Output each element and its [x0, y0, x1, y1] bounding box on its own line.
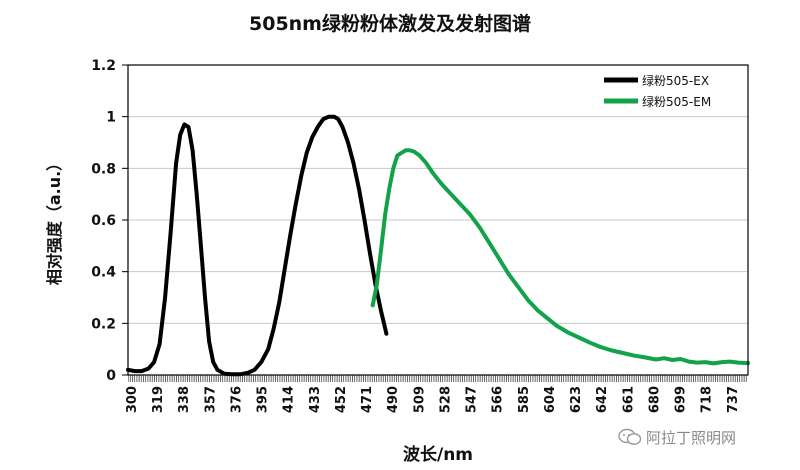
x-tick-label-7: 433	[308, 386, 323, 413]
y-tick-label-1: 0.2	[91, 316, 116, 332]
x-tick-label-19: 661	[621, 386, 636, 413]
x-tick-label-3: 357	[203, 386, 218, 413]
x-tick-label-6: 414	[282, 386, 297, 413]
watermark-text: 阿拉丁照明网	[646, 428, 737, 447]
wechat-icon	[618, 428, 642, 445]
x-tick-label-10: 490	[386, 386, 401, 413]
y-axis-label: 相对强度（a.u.）	[45, 155, 64, 285]
x-tick-label-20: 680	[647, 386, 662, 413]
x-tick-label-16: 604	[543, 386, 558, 413]
x-tick-label-8: 452	[334, 386, 349, 413]
x-axis-label: 波长/nm	[403, 444, 473, 465]
x-tick-label-22: 718	[700, 386, 715, 413]
y-tick-label-2: 0.4	[91, 265, 116, 281]
x-tick-label-23: 737	[726, 386, 741, 413]
legend-label-em: 绿粉505-EM	[642, 94, 711, 109]
x-axis-ticks: 300 319 338 357 376 395 414 433 452 471 490 509 528 5…	[125, 386, 741, 413]
x-tick-label-13: 547	[465, 386, 480, 413]
series-line-em	[370, 148, 750, 366]
x-tick-label-1: 319	[151, 386, 166, 413]
x-tick-label-17: 623	[569, 386, 584, 413]
x-tick-label-5: 395	[256, 386, 271, 413]
x-tick-label-11: 509	[412, 386, 427, 413]
gridlines	[128, 116, 748, 324]
watermark: 阿拉丁照明网	[618, 426, 736, 448]
x-tick-label-9: 471	[360, 386, 375, 413]
x-axis-minor-ticks	[128, 375, 748, 382]
y-tick-label-4: 0.8	[91, 161, 116, 177]
y-tick-label-6: 1.2	[91, 58, 116, 74]
x-tick-label-14: 566	[491, 386, 506, 413]
x-tick-label-4: 376	[229, 386, 244, 413]
x-tick-label-0: 300	[125, 386, 140, 413]
legend-label-ex: 绿粉505-EX	[642, 73, 709, 88]
series-lines	[126, 114, 750, 377]
x-tick-label-2: 338	[177, 386, 192, 413]
x-tick-label-18: 642	[595, 386, 610, 413]
chart-title: 505nm绿粉粉体激发及发射图谱	[249, 12, 531, 35]
series-line-ex	[126, 114, 389, 377]
y-tick-label-3: 0.6	[91, 213, 116, 229]
x-tick-label-12: 528	[438, 386, 453, 413]
legend: 绿粉505-EX 绿粉505-EM	[604, 73, 711, 109]
y-tick-label-0: 0	[106, 368, 116, 384]
y-tick-label-5: 1	[106, 110, 116, 126]
x-tick-label-15: 585	[517, 386, 532, 413]
y-axis-ticks: 0 0.2 0.4 0.6 0.8 1 1.2	[91, 58, 128, 384]
x-tick-label-21: 699	[674, 386, 689, 413]
